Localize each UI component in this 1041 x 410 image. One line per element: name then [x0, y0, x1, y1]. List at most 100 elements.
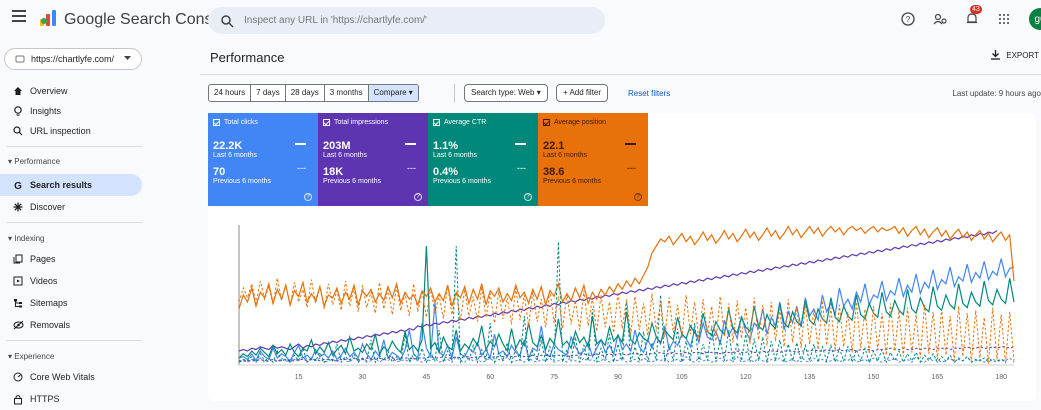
video-icon	[12, 275, 24, 287]
sidebar-item-label: Videos	[30, 276, 58, 286]
asterisk-icon	[12, 201, 24, 213]
sidebar-item-https[interactable]: HTTPS	[0, 388, 200, 410]
x-tick-label: 30	[359, 374, 367, 381]
help-icon[interactable]: ?	[897, 8, 919, 30]
search-type-filter[interactable]: Search type: Web ▾	[464, 84, 548, 102]
card-prev-period: Previous 6 months	[323, 178, 381, 185]
range-7-days[interactable]: 7 days	[251, 85, 286, 101]
solid-line-legend	[515, 143, 526, 145]
range-3-months[interactable]: 3 months	[325, 85, 369, 101]
apps-grid-icon[interactable]	[993, 8, 1015, 30]
sidebar-item-discover[interactable]: Discover	[0, 196, 200, 218]
notification-badge: 43	[970, 5, 982, 14]
sidebar-item-label: Insights	[30, 106, 62, 116]
series-line-0	[238, 258, 1015, 363]
sidebar-item-label: Core Web Vitals	[30, 372, 95, 382]
card-prev-value: 70	[213, 166, 226, 178]
chevron-down-icon: ▾	[536, 88, 541, 97]
series-line-5	[239, 346, 1015, 362]
x-tick-label: 105	[676, 374, 688, 381]
sidebar-item-pages[interactable]: Pages	[0, 248, 200, 270]
sidebar-item-label: Overview	[30, 86, 68, 96]
help-icon[interactable]: ?	[524, 193, 532, 201]
main-menu-icon[interactable]	[12, 10, 26, 22]
notifications-icon[interactable]: 43	[961, 5, 983, 30]
add-filter-label: Add filter	[569, 88, 602, 97]
card-value: 22.1	[543, 140, 565, 152]
range-24-hours[interactable]: 24 hours	[209, 85, 252, 101]
card-title: Average CTR	[433, 119, 486, 126]
account-avatar[interactable]: g6	[1029, 8, 1041, 30]
series-line-2	[238, 245, 1015, 359]
sidebar-item-label: Search results	[30, 180, 93, 190]
solid-line-legend	[625, 143, 636, 145]
sidebar-item-overview[interactable]: Overview	[0, 80, 200, 102]
x-tick-label: 75	[550, 374, 558, 381]
svg-text:G: G	[14, 181, 22, 190]
sidebar-item-label: Sitemaps	[30, 298, 68, 308]
range-compare[interactable]: Compare ▾	[368, 85, 418, 101]
card-prev-value: 38.6	[543, 166, 565, 178]
sidebar-item-sitemaps[interactable]: Sitemaps	[0, 292, 200, 314]
range-28-days[interactable]: 28 days	[286, 85, 325, 101]
help-icon[interactable]: ?	[414, 193, 422, 201]
checkbox-icon[interactable]	[433, 119, 440, 126]
card-value: 1.1%	[433, 140, 459, 152]
card-average-position[interactable]: Average position 22.1 Last 6 months 38.6…	[538, 113, 648, 206]
reset-filters-link[interactable]: Reset filters	[628, 89, 671, 98]
export-label: EXPORT	[1006, 50, 1039, 60]
card-value: 203M	[323, 140, 351, 152]
x-tick-label: 45	[422, 374, 430, 381]
x-tick-label: 135	[804, 374, 816, 381]
svg-text:?: ?	[906, 15, 911, 24]
sidebar-item-label: URL inspection	[30, 126, 91, 136]
url-inspect-search[interactable]	[208, 7, 605, 34]
lock-icon	[12, 393, 24, 405]
add-filter-button[interactable]: + Add filter	[556, 84, 609, 102]
x-tick-label: 60	[486, 374, 494, 381]
sitemap-icon	[12, 297, 24, 309]
sidebar-item-search-results[interactable]: G Search results	[0, 174, 142, 196]
section-indexing[interactable]: ▾ Indexing	[8, 234, 45, 243]
performance-chart[interactable]: 15 30 45 60 75 90 105 120 135 150 165 180	[208, 113, 1036, 401]
performance-panel: Total clicks 22.2K Last 6 months 70 Prev…	[208, 113, 1036, 401]
x-tick-label: 165	[932, 374, 944, 381]
download-icon	[991, 50, 1001, 60]
section-label: Indexing	[14, 234, 45, 243]
x-tick-label: 180	[995, 374, 1007, 381]
x-tick-label: 90	[614, 374, 622, 381]
dashed-line-legend: ---	[297, 163, 306, 173]
help-icon[interactable]: ?	[304, 193, 312, 201]
export-button[interactable]: EXPORT	[991, 50, 1039, 60]
card-period: Last 6 months	[213, 152, 257, 159]
plus-icon: +	[563, 88, 568, 97]
section-performance[interactable]: ▾ Performance	[8, 157, 61, 166]
lightbulb-icon	[12, 105, 24, 117]
checkbox-icon[interactable]	[213, 119, 220, 126]
sidebar-item-url-inspection[interactable]: URL inspection	[0, 120, 200, 142]
card-total-impressions[interactable]: Total impressions 203M Last 6 months 18K…	[318, 113, 428, 206]
property-url: https://chartlyfe.com/	[31, 54, 115, 64]
sidebar-item-videos[interactable]: Videos	[0, 270, 200, 292]
sidebar-item-insights[interactable]: Insights	[0, 100, 200, 122]
checkbox-icon[interactable]	[323, 119, 330, 126]
card-period: Last 6 months	[323, 152, 367, 159]
card-average-ctr[interactable]: Average CTR 1.1% Last 6 months 0.4% Prev…	[428, 113, 538, 206]
sidebar-item-core-web-vitals[interactable]: Core Web Vitals	[0, 366, 200, 388]
search-input[interactable]	[244, 15, 584, 26]
sidebar-item-label: Pages	[30, 254, 56, 264]
checkbox-icon[interactable]	[543, 119, 550, 126]
series-line-6	[238, 241, 1006, 365]
section-experience[interactable]: ▾ Experience	[8, 352, 55, 361]
property-selector[interactable]: https://chartlyfe.com/	[4, 48, 142, 70]
sidebar-item-label: HTTPS	[30, 394, 60, 404]
removals-icon	[12, 319, 24, 331]
help-icon[interactable]: ?	[634, 193, 642, 201]
card-total-clicks[interactable]: Total clicks 22.2K Last 6 months 70 Prev…	[208, 113, 318, 206]
manage-users-icon[interactable]	[929, 8, 951, 30]
card-prev-period: Previous 6 months	[543, 178, 601, 185]
card-prev-value: 0.4%	[433, 166, 459, 178]
sidebar-item-removals[interactable]: Removals	[0, 314, 200, 336]
search-icon	[12, 125, 24, 137]
card-title: Average position	[543, 119, 606, 126]
